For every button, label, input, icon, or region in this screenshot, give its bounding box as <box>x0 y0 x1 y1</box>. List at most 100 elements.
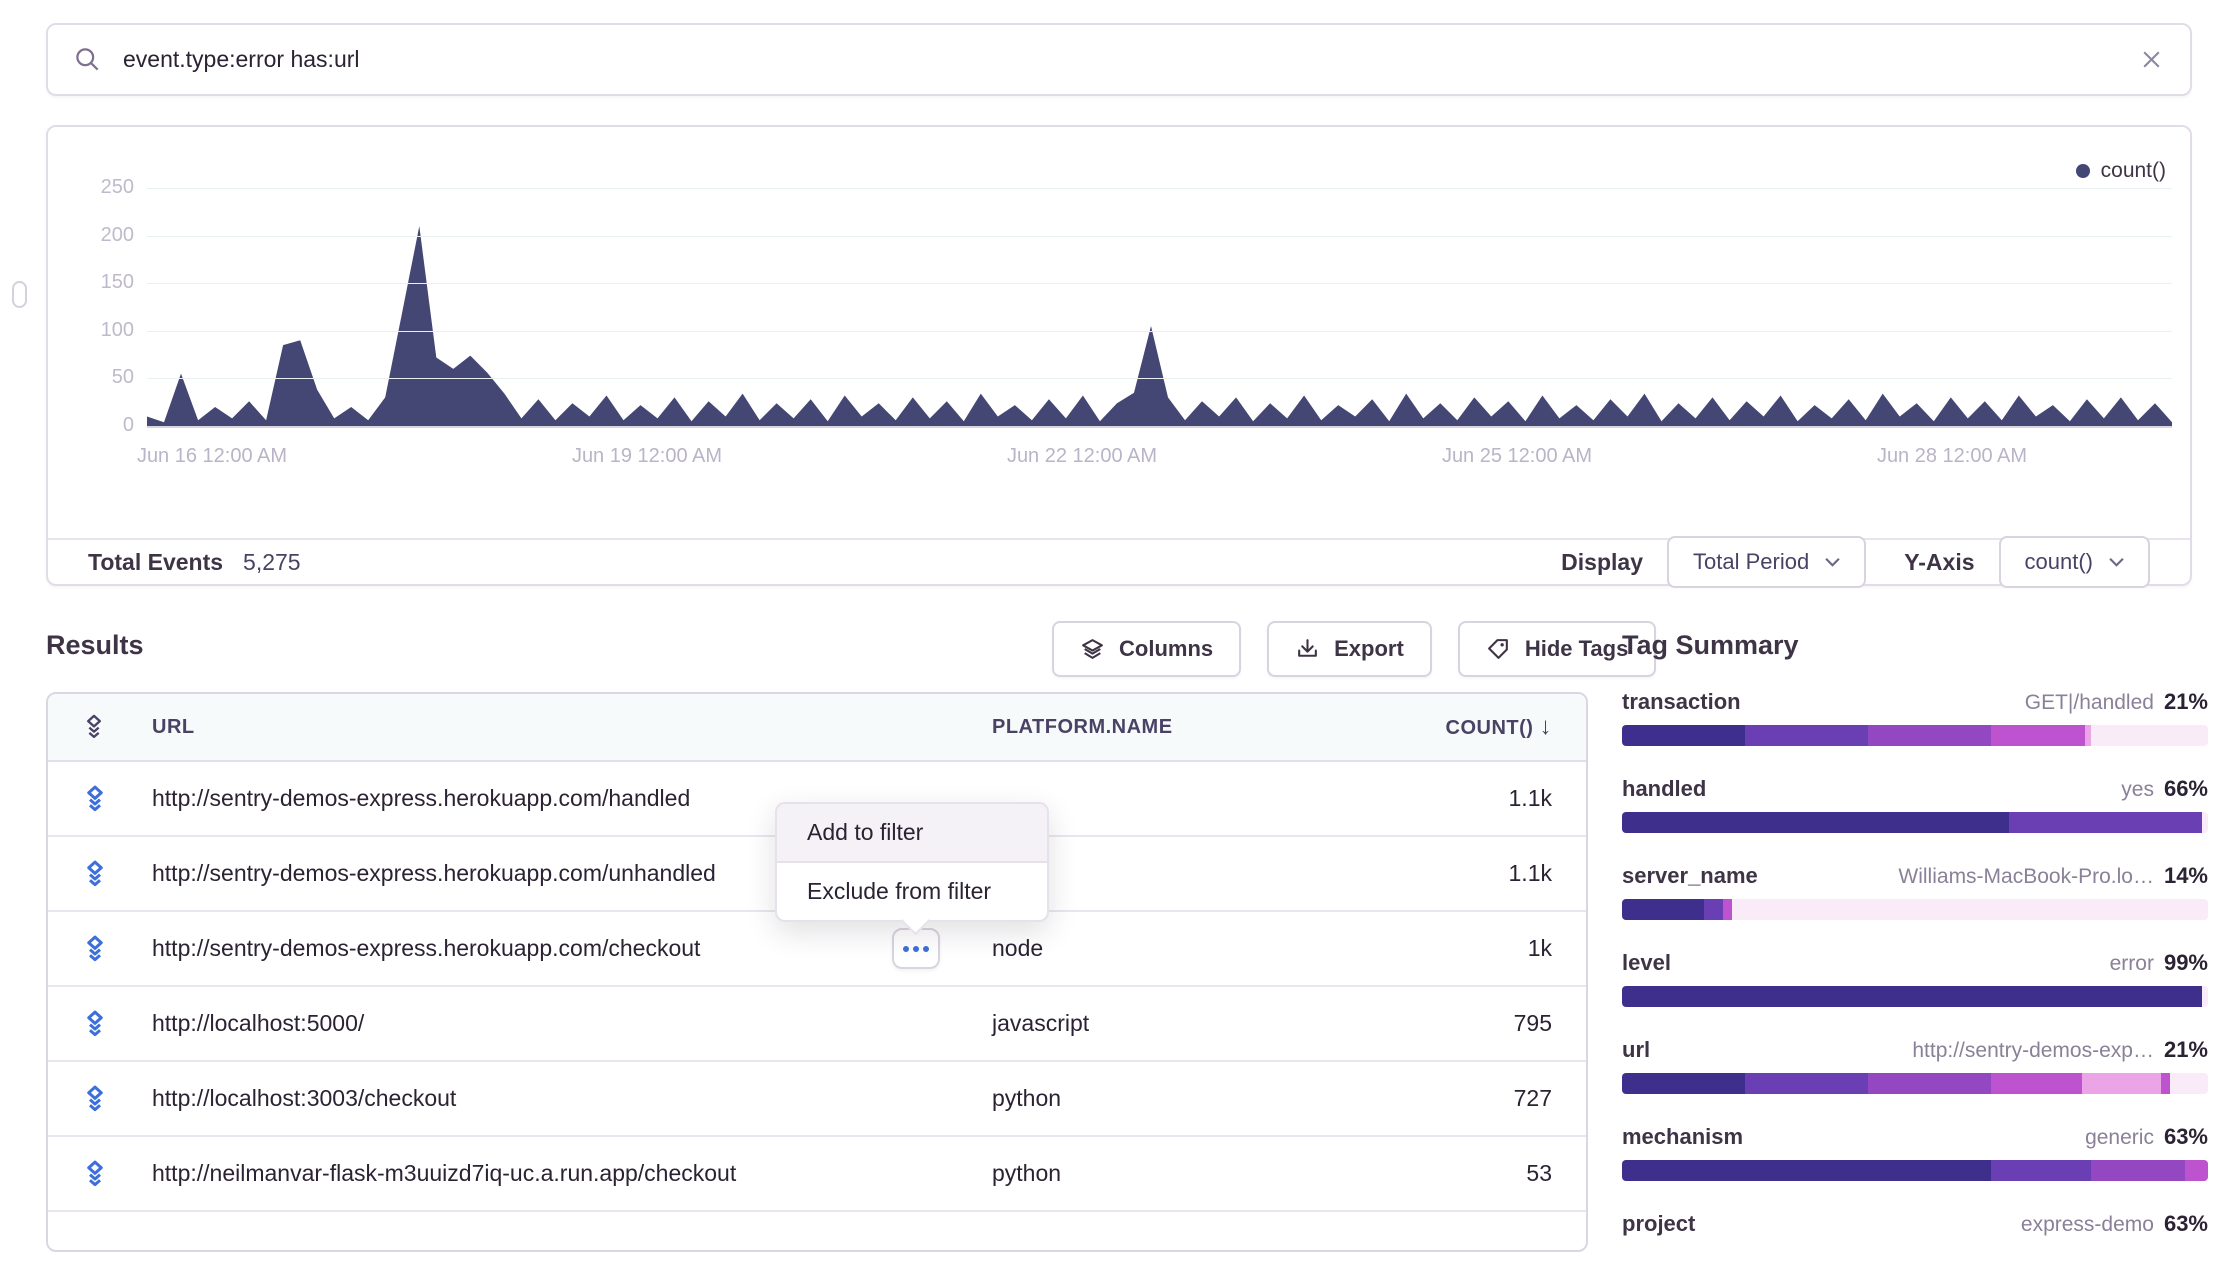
layers-icon <box>1080 637 1105 662</box>
chart-gridline <box>147 283 2172 284</box>
search-icon <box>74 46 101 73</box>
row-url[interactable]: http://neilmanvar-flask-m3uuizd7iq-uc.a.… <box>152 1160 992 1187</box>
y-axis-label: Y-Axis <box>1904 549 1974 576</box>
row-count: 1k <box>1442 935 1586 962</box>
tag-bar-segment[interactable] <box>2009 812 2202 833</box>
tag-top-value: error <box>2110 952 2154 976</box>
tag-bar-segment[interactable] <box>1732 899 2208 920</box>
tag-summary-item: handledyes66% <box>1622 776 2208 833</box>
tag-bar-segment[interactable] <box>1622 899 1704 920</box>
row-url[interactable]: http://localhost:3003/checkout <box>152 1085 992 1112</box>
tag-bar-segment[interactable] <box>1622 725 1745 746</box>
tag-distribution-bar[interactable] <box>1622 1073 2208 1094</box>
tag-top-percent: 14% <box>2164 863 2208 889</box>
export-button[interactable]: Export <box>1267 621 1432 677</box>
event-stack-icon[interactable] <box>48 1084 152 1114</box>
tag-bar-segment[interactable] <box>1991 725 2085 746</box>
tag-top-value: generic <box>2085 1126 2154 1150</box>
events-chart-panel: count() 050100150200250 Jun 16 12:00 AMJ… <box>46 125 2192 586</box>
tag-distribution-bar[interactable] <box>1622 899 2208 920</box>
tag-bar-segment[interactable] <box>1622 986 2202 1007</box>
tag-bar-segment[interactable] <box>1991 1073 2082 1094</box>
tag-bar-segment[interactable] <box>2091 1160 2185 1181</box>
tag-top-value: yes <box>2121 778 2154 802</box>
tag-bar-segment[interactable] <box>1991 1160 2091 1181</box>
event-stack-icon[interactable] <box>48 1159 152 1189</box>
y-axis-select[interactable]: count() <box>1999 536 2150 588</box>
tag-bar-segment[interactable] <box>1868 725 1991 746</box>
tag-bar-segment[interactable] <box>2170 1073 2208 1094</box>
tag-bar-segment[interactable] <box>1622 1160 1991 1181</box>
tag-bar-segment[interactable] <box>1622 812 2009 833</box>
chart-gridline <box>147 378 2172 379</box>
column-header-platform[interactable]: PLATFORM.NAME <box>992 716 1442 739</box>
tag-distribution-bar[interactable] <box>1622 725 2208 746</box>
y-axis-tick-label: 0 <box>48 414 134 437</box>
tag-bar-segment[interactable] <box>2185 1160 2208 1181</box>
row-url[interactable]: http://sentry-demos-express.herokuapp.co… <box>152 935 992 962</box>
display-select-value: Total Period <box>1693 549 1809 575</box>
tag-bar-segment[interactable] <box>1622 1073 1745 1094</box>
row-count: 1.1k <box>1442 860 1586 887</box>
y-axis-tick-label: 100 <box>48 319 134 342</box>
sidebar-collapse-handle[interactable] <box>12 281 27 308</box>
tag-top-value: express-demo <box>2021 1213 2154 1237</box>
clear-search-icon[interactable] <box>2139 47 2164 72</box>
tag-name: transaction <box>1622 689 1741 715</box>
event-stack-icon[interactable] <box>48 859 152 889</box>
tag-bar-segment[interactable] <box>2161 1073 2170 1094</box>
y-axis-tick-label: 200 <box>48 224 134 247</box>
chart-gridline <box>147 331 2172 332</box>
table-row[interactable]: http://neilmanvar-flask-m3uuizd7iq-uc.a.… <box>48 1135 1586 1210</box>
event-stack-icon[interactable] <box>48 934 152 964</box>
x-axis-tick-label: Jun 28 12:00 AM <box>1852 445 2052 468</box>
row-url[interactable]: http://localhost:5000/ <box>152 1010 992 1037</box>
export-button-label: Export <box>1334 636 1404 662</box>
tag-distribution-bar[interactable] <box>1622 812 2208 833</box>
tag-bar-segment[interactable] <box>2091 725 2208 746</box>
tag-icon <box>1486 637 1511 662</box>
column-header-count[interactable]: COUNT() ↓ <box>1442 713 1586 741</box>
row-platform: node <box>992 935 1442 962</box>
area-series <box>147 172 2172 426</box>
tag-bar-segment[interactable] <box>1745 1073 1868 1094</box>
table-row[interactable]: http://localhost:3003/checkout python 72… <box>48 1060 1586 1135</box>
search-bar <box>46 23 2192 96</box>
tag-distribution-bar[interactable] <box>1622 1160 2208 1181</box>
tag-top-percent: 63% <box>2164 1124 2208 1150</box>
chart-gridline <box>147 188 2172 189</box>
tag-bar-segment[interactable] <box>1745 725 1868 746</box>
tag-bar-segment[interactable] <box>1704 899 1723 920</box>
tag-bar-segment[interactable] <box>1723 899 1732 920</box>
x-axis-tick-label: Jun 25 12:00 AM <box>1417 445 1617 468</box>
download-icon <box>1295 637 1320 662</box>
columns-button[interactable]: Columns <box>1052 621 1241 677</box>
cell-actions-menu: Add to filter Exclude from filter <box>775 802 1049 922</box>
tag-summary-item: server_nameWilliams-MacBook-Pro.lo…14% <box>1622 863 2208 920</box>
tag-bar-segment[interactable] <box>2082 1073 2161 1094</box>
column-header-count-label: COUNT() <box>1446 717 1534 739</box>
x-axis-tick-label: Jun 19 12:00 AM <box>547 445 747 468</box>
tag-name: server_name <box>1622 863 1758 889</box>
menu-item-add-to-filter[interactable]: Add to filter <box>777 804 1047 863</box>
tag-summary-title: Tag Summary <box>1622 630 2208 661</box>
display-select[interactable]: Total Period <box>1667 536 1866 588</box>
event-stack-icon[interactable] <box>48 1009 152 1039</box>
column-header-url[interactable]: URL <box>152 716 992 739</box>
row-count: 53 <box>1442 1160 1586 1187</box>
total-events-value: 5,275 <box>243 549 301 576</box>
chart-gridline <box>147 236 2172 237</box>
tag-distribution-bar[interactable] <box>1622 986 2208 1007</box>
tag-bar-segment[interactable] <box>2202 986 2208 1007</box>
tag-bar-segment[interactable] <box>1868 1073 1991 1094</box>
search-input[interactable] <box>121 45 2139 74</box>
y-axis-tick-label: 50 <box>48 366 134 389</box>
tag-top-value: GET|/handled <box>2025 691 2154 715</box>
y-axis-tick-label: 250 <box>48 176 134 199</box>
table-header: URL PLATFORM.NAME COUNT() ↓ <box>48 694 1586 762</box>
tag-summary-item: mechanismgeneric63% <box>1622 1124 2208 1181</box>
row-platform: python <box>992 1085 1442 1112</box>
table-row[interactable]: http://localhost:5000/ javascript 795 <box>48 985 1586 1060</box>
event-stack-icon[interactable] <box>48 784 152 814</box>
tag-bar-segment[interactable] <box>2202 812 2208 833</box>
